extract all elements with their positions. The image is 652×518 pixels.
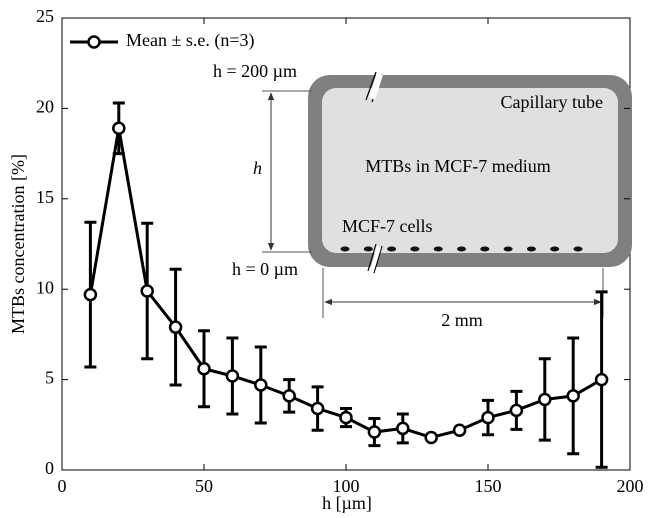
marker — [424, 430, 438, 445]
marker — [481, 410, 495, 425]
marker — [367, 425, 382, 439]
y-tick-label: 0 — [45, 458, 54, 478]
marker — [566, 389, 580, 403]
capillary-inside — [322, 88, 618, 253]
cell — [433, 246, 443, 252]
annotation: h = 200 µm — [213, 61, 297, 81]
y-tick-label: 10 — [36, 277, 54, 297]
annotation: h = 0 µm — [232, 259, 298, 279]
marker — [538, 392, 552, 407]
inset-diagram: h = 200 µm h h = 0 µm Capillary tube MTB… — [213, 61, 632, 330]
cells — [340, 246, 583, 252]
y-tick-label: 25 — [36, 6, 54, 26]
marker — [509, 403, 524, 418]
cell — [363, 246, 373, 252]
marker — [254, 378, 268, 392]
annotation: 2 mm — [441, 310, 483, 330]
cell — [410, 246, 420, 252]
cell — [387, 246, 397, 252]
break-gap — [370, 246, 381, 271]
annotation: h — [253, 158, 262, 178]
marker — [112, 121, 126, 136]
y-tick-label: 20 — [36, 97, 54, 117]
marker — [197, 362, 211, 376]
break-gap — [369, 72, 383, 100]
y-tick-label: 5 — [45, 368, 54, 388]
marker — [310, 401, 325, 416]
x-tick-label: 50 — [195, 476, 213, 496]
marker — [452, 423, 467, 437]
annotation: Capillary tube — [501, 92, 603, 112]
x-tick-label: 200 — [617, 476, 644, 496]
x-tick-label: 100 — [333, 476, 360, 496]
x-tick-label: 0 — [58, 476, 67, 496]
legend-marker — [87, 35, 101, 49]
annotation: MCF-7 cells — [342, 216, 433, 236]
cell — [340, 246, 350, 252]
marker — [140, 284, 154, 298]
y-tick-label: 15 — [36, 187, 54, 207]
cell — [503, 246, 513, 252]
y-axis-label: MTBs concentration [%] — [8, 154, 28, 334]
cell — [457, 246, 466, 252]
annotation: MTBs in MCF-7 medium — [365, 156, 551, 176]
marker — [282, 389, 296, 403]
legend-label: Mean ± s.e. (n=3) — [126, 30, 255, 51]
marker — [396, 421, 410, 436]
marker — [339, 410, 353, 425]
x-tick-label: 150 — [475, 476, 502, 496]
marker — [168, 320, 183, 334]
cell — [480, 246, 490, 252]
x-axis-label: h [µm] — [322, 493, 372, 513]
marker — [225, 369, 240, 383]
break-mark — [367, 243, 383, 274]
cell — [550, 246, 560, 252]
marker — [594, 372, 609, 387]
cell — [526, 246, 536, 252]
cell — [573, 246, 583, 252]
marker — [83, 287, 98, 302]
